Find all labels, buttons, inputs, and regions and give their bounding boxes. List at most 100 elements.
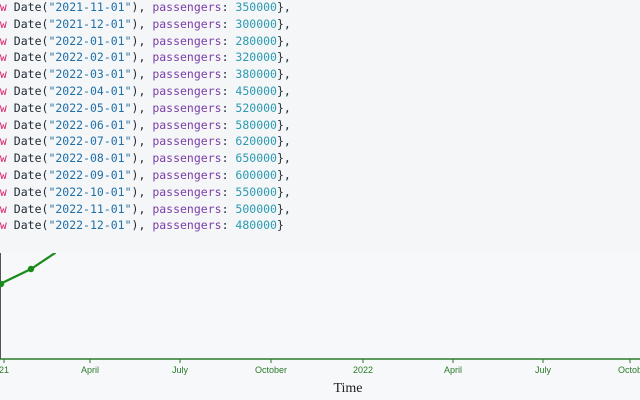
code-function: Date [13, 50, 42, 65]
code-punct: }, [276, 201, 291, 216]
code-number: 300000 [235, 16, 277, 31]
code-punct: }, [276, 50, 291, 65]
code-punct: ( [41, 184, 49, 199]
code-number: 650000 [235, 151, 277, 166]
x-tick-label: October [255, 365, 287, 375]
code-line: ew Date("2022-09-01"), passengers: 60000… [0, 167, 291, 183]
code-property: passengers [152, 134, 222, 149]
code-number: 380000 [235, 67, 277, 82]
code-date-string: "2022-04-01" [48, 84, 132, 98]
code-date-string: "2022-11-01" [48, 201, 132, 216]
x-tick-label: April [81, 365, 99, 375]
code-punct: : [221, 84, 236, 98]
code-space [7, 34, 14, 48]
code-punct: ), [131, 16, 153, 31]
code-punct: : [221, 218, 236, 233]
code-line: ew Date("2022-06-01"), passengers: 58000… [0, 117, 291, 133]
code-keyword: ew [0, 16, 7, 31]
code-punct: }, [276, 134, 291, 149]
x-tick-label: Octob [618, 365, 640, 375]
code-punct: ( [41, 100, 49, 115]
code-number: 320000 [235, 50, 277, 65]
code-space [7, 67, 14, 81]
code-punct: : [221, 100, 236, 115]
code-punct: : [221, 67, 236, 82]
line-chart: 21 April July October 2022 April July Octob Time [0, 253, 640, 400]
code-space [7, 118, 14, 132]
code-punct: ( [41, 16, 49, 31]
code-punct: ), [131, 134, 153, 149]
code-punct: ( [41, 117, 49, 132]
code-keyword: ew [0, 184, 7, 199]
code-punct: : [221, 184, 236, 199]
code-number: 500000 [235, 201, 277, 216]
code-keyword: ew [0, 168, 7, 182]
code-punct: ), [131, 117, 153, 132]
code-punct: ( [41, 134, 49, 149]
code-number: 600000 [235, 168, 277, 182]
code-line: ew Date("2022-01-01"), passengers: 28000… [0, 33, 291, 49]
code-number: 580000 [235, 117, 277, 132]
code-date-string: "2022-10-01" [48, 184, 132, 199]
code-keyword: ew [0, 117, 7, 132]
code-property: passengers [152, 151, 222, 166]
code-keyword: ew [0, 151, 7, 166]
code-number: 350000 [235, 0, 277, 14]
code-punct: }, [276, 168, 291, 182]
code-date-string: "2021-11-01" [48, 0, 132, 14]
code-punct: ( [41, 50, 49, 65]
code-property: passengers [152, 184, 222, 199]
code-property: passengers [152, 0, 222, 14]
code-punct: ), [131, 151, 153, 166]
code-function: Date [13, 151, 42, 166]
code-date-string: "2022-12-01" [48, 218, 132, 233]
code-keyword: ew [0, 218, 7, 233]
x-tick-label: July [172, 365, 189, 375]
code-space [7, 218, 14, 232]
code-punct: ( [41, 201, 49, 216]
code-punct: }, [276, 33, 291, 48]
code-date-string: "2022-08-01" [48, 151, 132, 166]
code-number: 620000 [235, 134, 277, 149]
code-line: ew Date("2022-10-01"), passengers: 55000… [0, 184, 291, 200]
code-punct: : [221, 168, 236, 182]
code-function: Date [13, 67, 42, 82]
code-line: ew Date("2022-12-01"), passengers: 48000… [0, 217, 284, 233]
code-function: Date [13, 84, 42, 98]
code-punct: ), [131, 201, 153, 216]
code-line: ew Date("2022-05-01"), passengers: 52000… [0, 100, 291, 116]
code-space [7, 151, 14, 165]
code-punct: : [221, 201, 236, 216]
code-space [7, 101, 14, 115]
code-keyword: ew [0, 33, 7, 48]
code-punct: }, [276, 0, 291, 14]
code-property: passengers [152, 201, 222, 216]
code-punct: ( [41, 0, 49, 14]
code-keyword: ew [0, 50, 7, 65]
code-date-string: "2022-05-01" [48, 100, 132, 115]
chart-svg: 21 April July October 2022 April July Octob Time [0, 253, 640, 396]
code-punct: }, [276, 84, 291, 98]
code-punct: }, [276, 67, 291, 82]
code-punct: }, [276, 117, 291, 132]
code-punct: ( [41, 151, 49, 166]
code-space [7, 168, 14, 182]
code-function: Date [13, 117, 42, 132]
code-punct: ), [131, 33, 153, 48]
code-line: ew Date("2022-07-01"), passengers: 62000… [0, 133, 291, 149]
x-tick-label: 2022 [353, 365, 373, 375]
x-tick-label: 21 [0, 365, 9, 375]
code-keyword: ew [0, 201, 7, 216]
code-punct: ), [131, 168, 153, 182]
code-function: Date [13, 134, 42, 149]
code-punct: }, [276, 184, 291, 199]
code-punct: : [221, 16, 236, 31]
code-function: Date [13, 16, 42, 31]
code-date-string: "2022-09-01" [48, 168, 132, 182]
code-punct: }, [276, 100, 291, 115]
code-punct: ( [41, 84, 49, 98]
code-function: Date [13, 0, 42, 14]
code-number: 450000 [235, 84, 277, 98]
code-space [7, 0, 14, 14]
code-punct: : [221, 151, 236, 166]
